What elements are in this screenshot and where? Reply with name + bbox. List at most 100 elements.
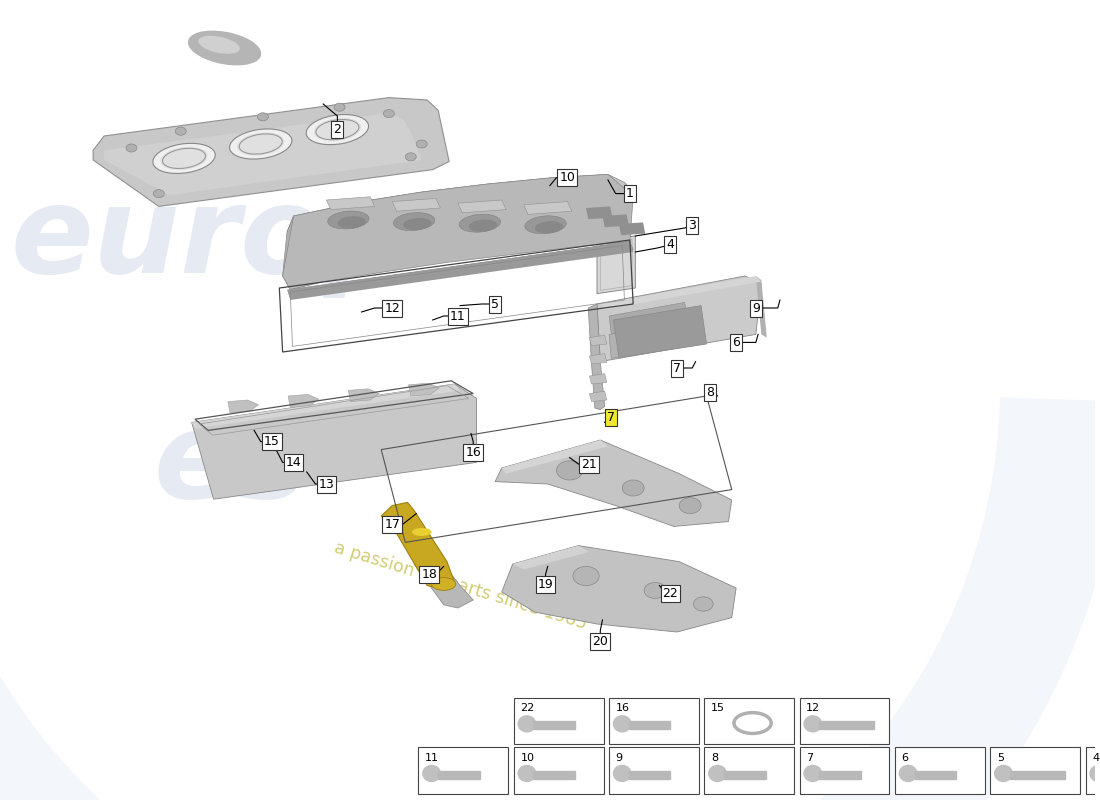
Circle shape: [334, 103, 345, 111]
Polygon shape: [597, 276, 761, 362]
Polygon shape: [290, 242, 634, 298]
Circle shape: [573, 566, 600, 586]
Polygon shape: [590, 391, 607, 402]
Polygon shape: [534, 722, 575, 730]
Ellipse shape: [804, 716, 822, 732]
Text: 9: 9: [752, 302, 760, 314]
Text: 15: 15: [711, 703, 725, 714]
Text: 6: 6: [733, 336, 740, 349]
Polygon shape: [756, 276, 767, 338]
Polygon shape: [603, 214, 629, 227]
Polygon shape: [586, 206, 613, 219]
Polygon shape: [191, 384, 476, 499]
Text: 11: 11: [450, 310, 465, 322]
Ellipse shape: [161, 146, 208, 170]
Ellipse shape: [306, 114, 368, 145]
Text: a passion for parts since 1985: a passion for parts since 1985: [331, 538, 588, 633]
Polygon shape: [915, 771, 956, 779]
Text: 8: 8: [706, 386, 714, 398]
Ellipse shape: [230, 129, 292, 159]
Text: 22: 22: [662, 587, 679, 600]
Circle shape: [679, 498, 701, 514]
Polygon shape: [502, 546, 736, 632]
Text: 5: 5: [491, 298, 499, 310]
Polygon shape: [438, 771, 480, 779]
FancyBboxPatch shape: [1086, 747, 1100, 794]
Circle shape: [153, 190, 164, 198]
Polygon shape: [619, 222, 646, 235]
FancyBboxPatch shape: [800, 698, 890, 744]
FancyBboxPatch shape: [704, 698, 794, 744]
Text: 7: 7: [806, 753, 813, 763]
Text: 7: 7: [673, 362, 681, 374]
Polygon shape: [495, 440, 732, 526]
Circle shape: [384, 110, 395, 118]
Polygon shape: [614, 306, 706, 358]
Ellipse shape: [411, 528, 431, 536]
Polygon shape: [287, 242, 634, 300]
Text: 10: 10: [560, 171, 575, 184]
Text: 17: 17: [384, 518, 400, 530]
Circle shape: [416, 140, 427, 148]
Ellipse shape: [188, 31, 261, 65]
Text: 14: 14: [286, 456, 301, 469]
Ellipse shape: [535, 221, 563, 234]
Circle shape: [623, 480, 645, 496]
Polygon shape: [524, 202, 572, 214]
Text: 2: 2: [333, 123, 341, 136]
Ellipse shape: [525, 216, 566, 234]
Text: 16: 16: [465, 446, 481, 458]
Text: 6: 6: [902, 753, 909, 763]
Polygon shape: [283, 174, 634, 290]
Ellipse shape: [236, 132, 285, 156]
FancyBboxPatch shape: [609, 698, 698, 744]
Text: 15: 15: [264, 435, 279, 448]
Polygon shape: [590, 335, 607, 346]
FancyBboxPatch shape: [704, 747, 794, 794]
Ellipse shape: [994, 766, 1012, 782]
Polygon shape: [609, 302, 688, 334]
Ellipse shape: [708, 766, 726, 782]
Text: 16: 16: [616, 703, 629, 714]
Ellipse shape: [404, 218, 431, 230]
Polygon shape: [588, 304, 605, 410]
FancyBboxPatch shape: [609, 747, 698, 794]
Text: 1: 1: [626, 187, 634, 200]
Text: 4: 4: [1092, 753, 1099, 763]
Polygon shape: [228, 400, 258, 413]
Polygon shape: [349, 389, 379, 402]
FancyBboxPatch shape: [895, 747, 984, 794]
FancyBboxPatch shape: [800, 747, 890, 794]
Text: 12: 12: [806, 703, 821, 714]
Ellipse shape: [900, 766, 917, 782]
FancyBboxPatch shape: [514, 698, 604, 744]
Ellipse shape: [518, 766, 536, 782]
Circle shape: [175, 127, 186, 135]
Ellipse shape: [338, 216, 366, 229]
Polygon shape: [283, 216, 327, 290]
Circle shape: [257, 113, 268, 121]
Polygon shape: [327, 197, 375, 210]
Polygon shape: [288, 394, 319, 407]
Text: 12: 12: [384, 302, 400, 314]
Circle shape: [645, 582, 665, 598]
Text: europ: europ: [11, 182, 412, 298]
Polygon shape: [513, 546, 590, 570]
Circle shape: [405, 153, 416, 161]
Text: 3: 3: [689, 219, 696, 232]
Text: 21: 21: [582, 458, 597, 470]
Ellipse shape: [614, 766, 631, 782]
Polygon shape: [820, 722, 874, 730]
Ellipse shape: [459, 214, 500, 232]
Polygon shape: [191, 384, 460, 429]
Polygon shape: [629, 771, 670, 779]
Polygon shape: [408, 383, 439, 396]
Polygon shape: [609, 321, 688, 358]
Ellipse shape: [314, 118, 361, 142]
Text: 13: 13: [319, 478, 334, 490]
Circle shape: [126, 144, 136, 152]
Polygon shape: [502, 440, 608, 474]
Polygon shape: [287, 174, 636, 238]
FancyBboxPatch shape: [990, 747, 1080, 794]
Polygon shape: [724, 771, 766, 779]
